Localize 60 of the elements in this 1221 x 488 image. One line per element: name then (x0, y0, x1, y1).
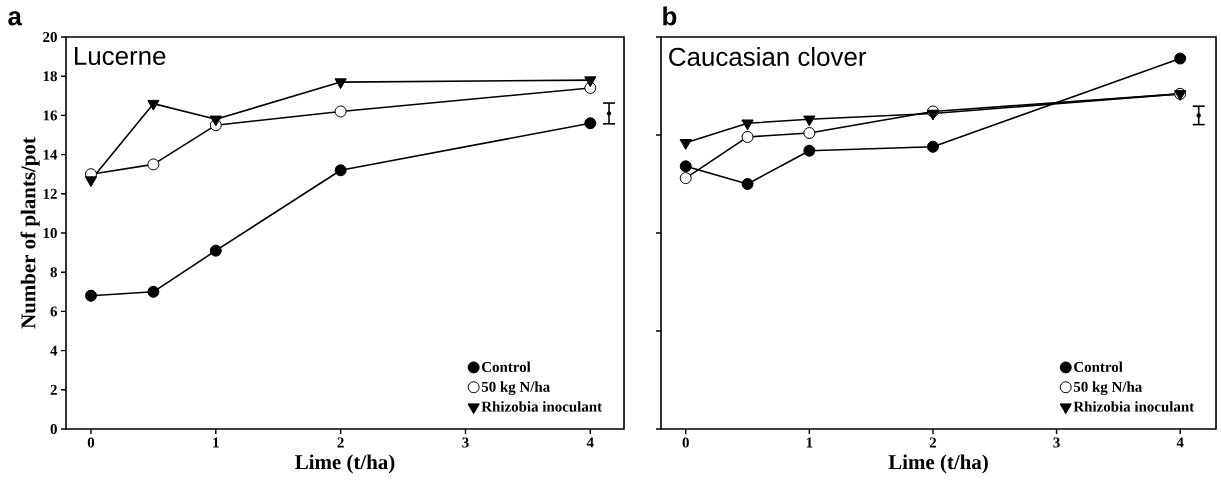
point (926, 109, 940, 121)
point (803, 115, 816, 127)
x-tick-label: 2 (929, 437, 937, 448)
point (334, 105, 347, 118)
y-tick-label: 2 (50, 384, 57, 395)
y-tick-label: 6 (50, 306, 58, 317)
x-tick-label: 1 (213, 437, 219, 448)
y-tick-label: 18 (43, 71, 57, 82)
point (679, 172, 692, 185)
y-axis-title: Number of plants/pot (20, 137, 40, 329)
legend-label: 50 kg N/ha (481, 381, 550, 396)
y-tick-label: 8 (50, 267, 57, 278)
x-tick-label: 3 (462, 437, 469, 448)
point (584, 76, 597, 88)
x-tick-label: 0 (682, 437, 689, 448)
legend-label: Control (482, 361, 531, 372)
x-tick-label: 4 (586, 437, 594, 448)
point (803, 144, 816, 157)
point (741, 130, 754, 143)
y-tick-label: 4 (50, 345, 58, 356)
chart-title: b (663, 6, 677, 26)
x-tick-label: 0 (87, 437, 95, 448)
point (84, 176, 98, 188)
x-tick-label: 3 (1053, 437, 1060, 448)
chart-subtitle: Lucerne (75, 46, 166, 66)
point (147, 158, 160, 171)
point (584, 117, 597, 130)
legend-label: Rhizobia inoculant (481, 401, 602, 412)
x-tick-label: 2 (337, 437, 344, 448)
y-tick-label: 16 (43, 110, 58, 121)
x-tick-label: 1 (806, 437, 813, 448)
point (1196, 113, 1201, 118)
point (679, 139, 692, 150)
legend-label: Control (1074, 361, 1123, 372)
point (147, 285, 160, 298)
point (147, 99, 160, 111)
point (926, 140, 939, 153)
point (803, 127, 816, 140)
point (741, 119, 754, 131)
point (334, 164, 347, 177)
x-axis-title: Lime (t/ha) (295, 454, 395, 474)
point (209, 244, 222, 257)
point (741, 178, 754, 190)
point (1174, 52, 1187, 65)
x-axis-title: Lime (t/ha) (888, 454, 988, 474)
x-tick-label: 4 (1176, 437, 1184, 448)
legend-label: 50 kg N/ha (1073, 381, 1143, 396)
legend-label: Rhizobia inoculant (1073, 401, 1195, 412)
point (334, 78, 347, 90)
point (84, 289, 97, 302)
chart-title: a (8, 11, 23, 26)
y-tick-label: 0 (50, 423, 57, 435)
y-tick-label: 14 (43, 149, 58, 160)
y-tick-label: 12 (43, 188, 57, 199)
y-tick-label: 10 (43, 227, 57, 239)
y-tick-label: 20 (43, 31, 57, 43)
chart-subtitle: Caucasian clover (669, 47, 867, 67)
point (606, 111, 612, 116)
point (209, 115, 222, 127)
point (679, 160, 692, 173)
